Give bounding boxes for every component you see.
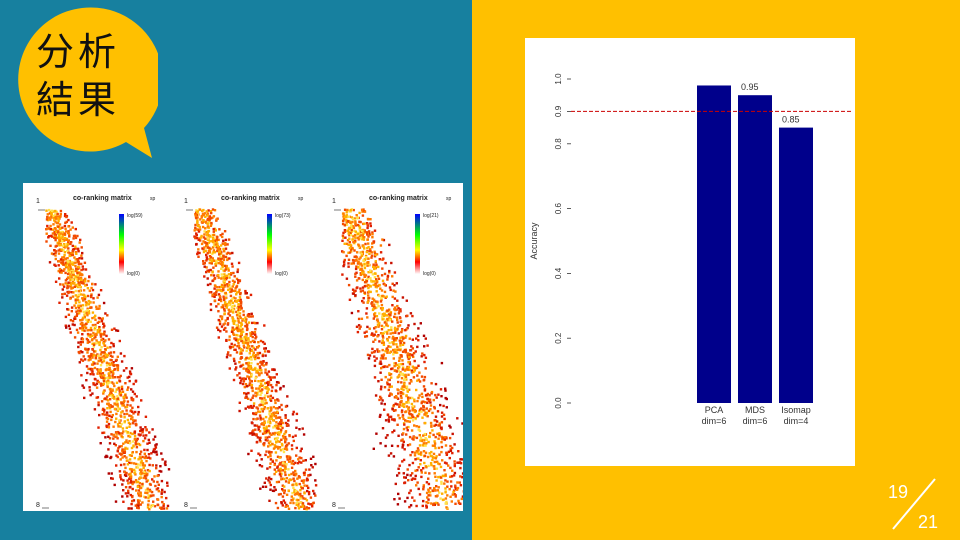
y-axis-label: Accuracy: [529, 222, 539, 260]
heatmap-tag: sp: [298, 196, 304, 202]
heatmap-cells: [193, 208, 318, 511]
x-category-label: Isomap: [781, 405, 811, 415]
bar-1: [697, 85, 731, 404]
heatmap-cells: [45, 208, 171, 511]
legend-top-label: log(73): [275, 213, 291, 219]
y-tick-label: 0.8: [554, 138, 563, 150]
y-tick-label: 0.9: [554, 105, 563, 117]
color-legend-bar: [119, 214, 124, 274]
bar-3: [779, 127, 813, 403]
title-line-2: 結果: [36, 78, 121, 122]
legend-bottom-label: log(0): [275, 271, 288, 277]
heatmap-tag: sp: [150, 196, 156, 202]
corner-label-bottom: 8: [36, 502, 40, 509]
legend-bottom-label: log(0): [423, 271, 436, 277]
page-current: 19: [888, 482, 909, 502]
heatmap-panel-2: co-ranking matrix sp 1 8 log(73) log(0): [184, 195, 318, 511]
legend-top-label: log(59): [127, 213, 143, 219]
heatmap-title: co-ranking matrix: [221, 195, 280, 202]
heatmap-cells: [341, 208, 467, 510]
y-tick-label: 0.0: [554, 397, 563, 409]
title-line-1: 分析: [36, 30, 121, 74]
heatmap-panel-1: co-ranking matrix sp 1 8 log(59) log(0): [36, 195, 171, 511]
x-category-label: PCA: [705, 405, 724, 415]
x-category-label: dim=4: [784, 416, 809, 426]
accuracy-bar-chart: 0.0 0.2 0.4 0.6 0.8 0.9 1.0 Accuracy PCA dim=6 0.9…: [525, 38, 855, 466]
heatmap-title: co-ranking matrix: [369, 195, 428, 202]
y-tick-label: 0.4: [554, 267, 563, 279]
corner-label-bottom: 8: [184, 502, 188, 509]
heatmap-title: co-ranking matrix: [73, 195, 132, 202]
heatmap-canvas: co-ranking matrix sp18log(59)log(0)co-ran…: [36, 195, 467, 511]
legend-bottom-label: log(0): [127, 271, 140, 277]
x-category-label: dim=6: [702, 416, 727, 426]
page-divider-slash: [892, 478, 936, 530]
bar-2: [738, 95, 772, 403]
corner-label-top: 1: [36, 198, 40, 205]
x-category-label: MDS: [745, 405, 765, 415]
bar-chart-canvas: 0.00.20.40.60.80.91.0AccuracyPCAdim=60.9…: [529, 73, 853, 426]
y-tick-label: 1.0: [554, 73, 563, 85]
coranking-heatmaps: co-ranking matrix sp 1 8 log(59) log(0) co-ran…: [23, 183, 467, 511]
page-total: 21: [918, 512, 939, 532]
legend-top-label: log(21): [423, 213, 439, 219]
color-legend-bar: [415, 214, 420, 274]
color-legend-bar: [267, 214, 272, 274]
bar-data-label: 0.85: [782, 115, 800, 125]
corner-label-bottom: 8: [332, 502, 336, 509]
bar-data-label: 0.95: [741, 82, 759, 92]
heatmap-tag: sp: [446, 196, 452, 202]
y-tick-label: 0.6: [554, 202, 563, 214]
x-category-label: dim=6: [743, 416, 768, 426]
y-tick-label: 0.2: [554, 332, 563, 344]
heatmap-panel-3: co-ranking matrix sp 1 8 log(21) log(0): [332, 195, 467, 510]
speech-bubble: [18, 7, 158, 158]
slide-title: 分析 結果: [36, 28, 120, 124]
corner-label-top: 1: [332, 198, 336, 205]
corner-label-top: 1: [184, 198, 188, 205]
